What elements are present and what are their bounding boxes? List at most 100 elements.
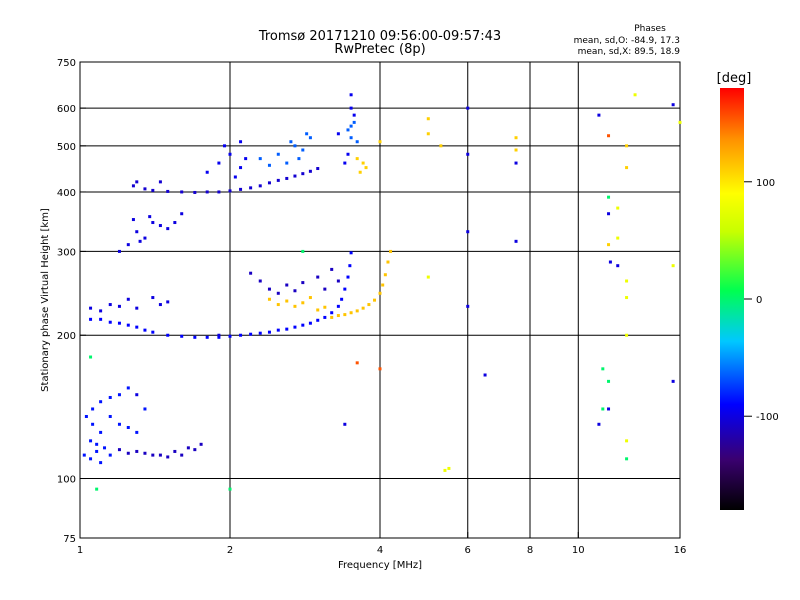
echo-point <box>336 132 340 136</box>
echo-point <box>89 317 93 321</box>
echo-point <box>633 93 637 97</box>
echo-point <box>364 166 368 170</box>
echo-point <box>276 178 280 182</box>
echo-point <box>186 446 190 450</box>
echo-point <box>671 379 675 383</box>
echo-point <box>625 279 629 283</box>
echo-point <box>108 395 112 399</box>
echo-point <box>180 453 184 457</box>
echo-point <box>126 243 130 247</box>
echo-point <box>607 212 611 216</box>
echo-point <box>285 327 289 331</box>
echo-point <box>217 190 221 194</box>
echo-point <box>378 291 382 295</box>
y-tick-label: 750 <box>57 58 76 69</box>
phase-stats: Phases mean, sd,O: -84.9, 17.3 mean, sd,… <box>574 24 681 57</box>
echo-point <box>346 152 350 156</box>
echo-point <box>126 297 130 301</box>
echo-point <box>323 287 327 291</box>
echo-point <box>135 430 139 434</box>
colorbar-gradient <box>720 88 744 510</box>
echo-point <box>381 283 385 287</box>
echo-point <box>349 251 353 255</box>
echo-point <box>108 320 112 324</box>
echo-point <box>355 361 359 365</box>
echo-point <box>301 172 305 176</box>
echo-point <box>151 188 155 192</box>
x-tick-label: 16 <box>674 545 687 556</box>
echo-point <box>131 218 135 222</box>
echo-point <box>301 281 305 285</box>
echo-point <box>316 318 320 322</box>
echo-point <box>151 330 155 334</box>
echo-point <box>135 325 139 329</box>
echo-point <box>99 309 103 313</box>
echo-point <box>389 249 393 253</box>
echo-point <box>616 206 620 210</box>
echo-point <box>228 189 232 193</box>
echo-point <box>117 393 121 397</box>
y-axis-label: Stationary phase Virtual Height [km] <box>40 208 51 392</box>
echo-point <box>616 236 620 240</box>
echo-point <box>135 230 139 234</box>
echo-point <box>358 170 362 174</box>
echo-point <box>84 414 88 418</box>
echo-point <box>289 140 293 144</box>
echo-point <box>378 367 382 371</box>
echo-point <box>217 161 221 165</box>
echo-point <box>426 117 430 121</box>
echo-point <box>95 449 99 453</box>
echo-point <box>293 304 297 308</box>
y-tick-label: 400 <box>57 188 76 199</box>
echo-point <box>330 315 334 319</box>
echo-point <box>597 113 601 117</box>
echo-point <box>348 264 352 268</box>
echo-point <box>293 144 297 148</box>
echo-point <box>205 170 209 174</box>
echo-point <box>166 189 170 193</box>
echo-point <box>330 311 334 315</box>
echo-point <box>126 425 130 429</box>
echo-point <box>301 249 305 253</box>
colorbar: [deg] 100 0 -100 <box>717 71 779 510</box>
echo-point <box>180 334 184 338</box>
echo-point <box>267 297 271 301</box>
echo-point <box>131 184 135 188</box>
echo-point <box>343 161 347 165</box>
x-axis-label: Frequency [MHz] <box>338 560 422 571</box>
x-tick-label: 2 <box>227 545 233 556</box>
echo-point <box>180 190 184 194</box>
echo-point <box>173 449 177 453</box>
echo-point <box>108 453 112 457</box>
echo-point <box>126 386 130 390</box>
echo-point <box>305 132 309 136</box>
echo-point <box>99 317 103 321</box>
echo-point <box>678 120 682 124</box>
echo-point <box>89 457 93 461</box>
y-tick-label: 75 <box>63 534 76 545</box>
echo-point <box>367 303 371 307</box>
echo-point <box>276 152 280 156</box>
echo-point <box>293 325 297 329</box>
y-tick-label: 200 <box>57 331 76 342</box>
echo-point <box>99 400 103 404</box>
echo-point <box>89 355 93 359</box>
x-tick-label: 1 <box>77 545 83 556</box>
echo-point <box>466 304 470 308</box>
echo-point <box>355 309 359 313</box>
echo-point <box>601 407 605 411</box>
echo-point <box>285 283 289 287</box>
echo-point <box>91 407 95 411</box>
echo-point <box>276 303 280 307</box>
colorbar-tick-label: 100 <box>756 178 775 189</box>
echo-point <box>361 161 365 165</box>
echo-point <box>193 190 197 194</box>
echo-point <box>361 306 365 310</box>
echo-point <box>323 315 327 319</box>
echo-point <box>166 455 170 459</box>
echo-point <box>466 152 470 156</box>
echo-point <box>597 422 601 426</box>
colorbar-label: [deg] <box>717 71 752 86</box>
echo-point <box>117 249 121 253</box>
